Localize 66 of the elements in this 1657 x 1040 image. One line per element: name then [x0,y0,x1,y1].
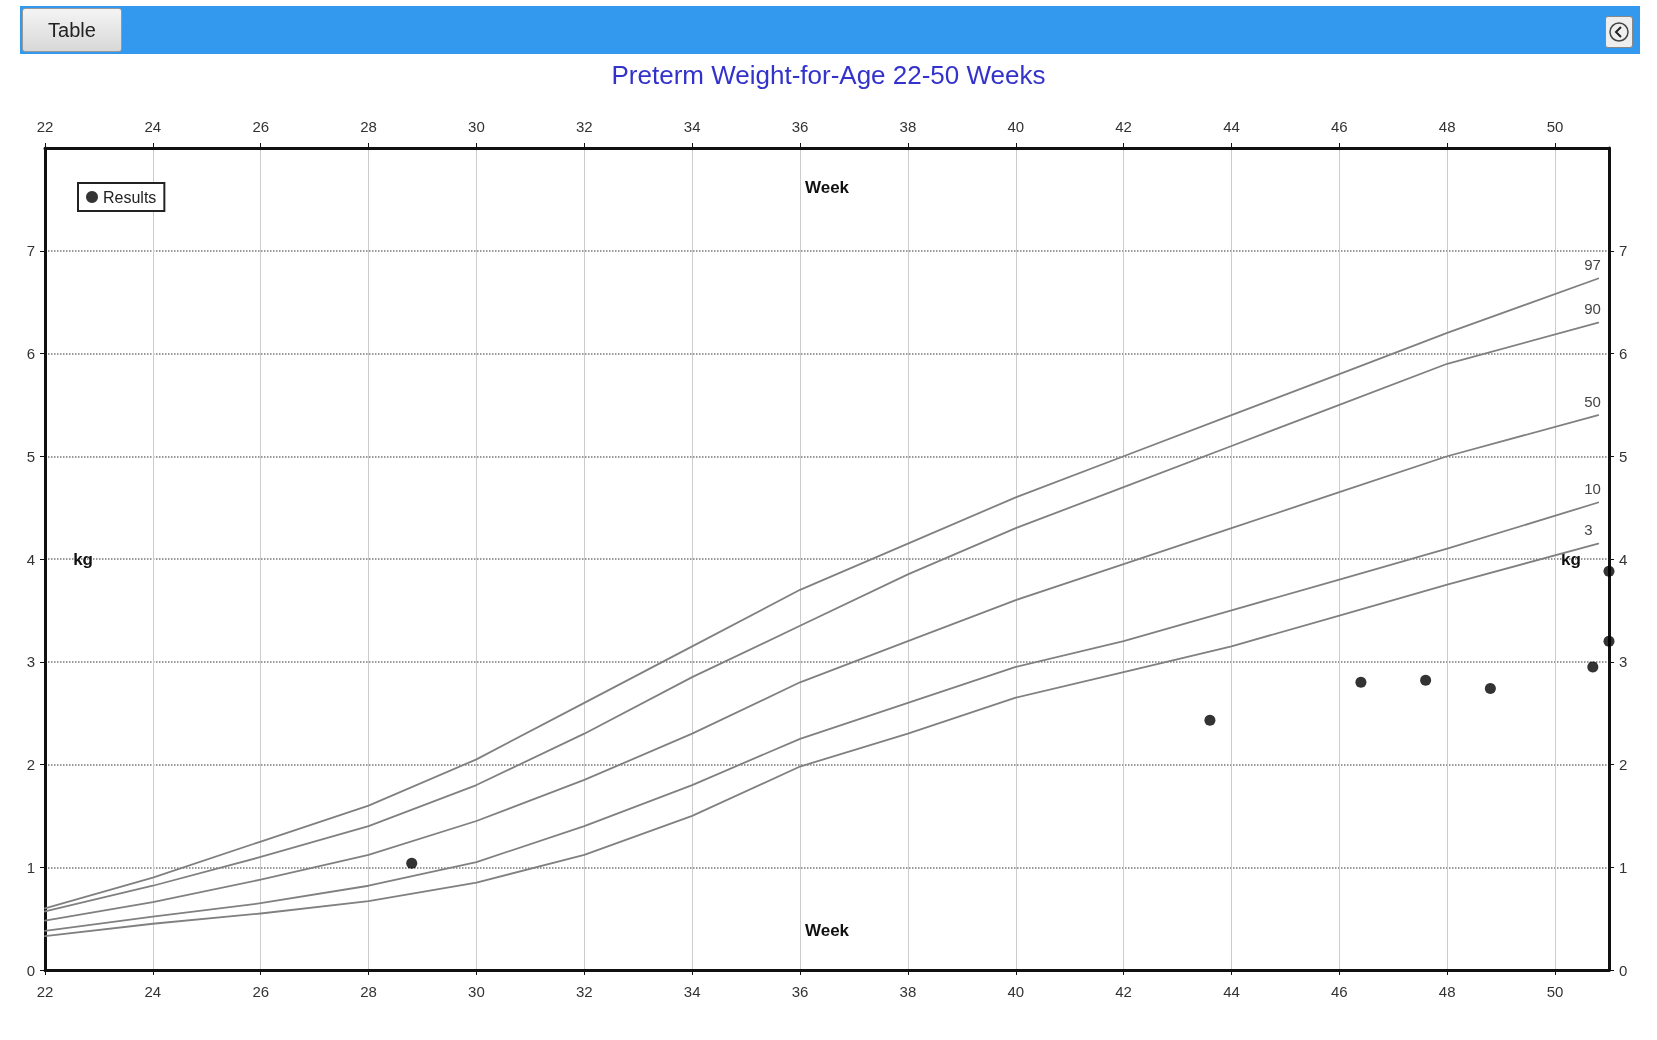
y2-tick-label: 7 [1619,242,1628,260]
x-tick-label: 24 [144,983,162,1000]
y2-tick-label: 3 [1619,653,1628,671]
series-label: 97 [1584,255,1601,273]
x-tick-label: 30 [468,983,485,1000]
x-axis-title: Week [804,921,850,940]
x2-tick-label: 42 [1115,118,1132,135]
y2-tick-label: 6 [1619,345,1628,362]
y-tick-label: 6 [26,345,35,362]
point [1587,661,1599,673]
x2-tick-label: 24 [144,118,162,135]
chart-title: Preterm Weight-for-Age 22-50 Weeks [611,60,1046,90]
series-label: 50 [1584,392,1601,410]
y2-tick-label: 1 [1619,858,1628,876]
y-tick-label: 3 [26,653,35,671]
x2-tick-label: 34 [683,118,701,135]
point [1603,635,1615,647]
x2-tick-label: 46 [1331,118,1348,135]
x-tick-label: 42 [1115,983,1132,1000]
x2-tick-label: 50 [1546,118,1564,135]
x-tick-label: 48 [1438,983,1456,1000]
text: Table [22,8,122,52]
x-tick-label: 26 [252,983,270,1000]
x2-tick-label: 28 [360,118,377,135]
x2-tick-label: 22 [36,118,54,135]
x2-tick-label: 30 [468,118,485,135]
x2-tick-label: 32 [575,118,593,135]
x2-tick-label: 36 [791,118,809,135]
legend-label: Results [103,188,157,206]
point [1484,682,1496,694]
y-tick-label: 0 [26,961,35,979]
x-tick-label: 36 [791,983,809,1000]
x2-axis-title: Week [804,178,850,197]
series-label: 3 [1584,521,1593,539]
point [1420,674,1432,686]
y2-tick-label: 0 [1619,961,1628,979]
x2-tick-label: 26 [252,118,270,135]
point [406,857,418,869]
y-axis-title: kg [73,549,93,569]
y2-tick-label: 5 [1619,447,1628,465]
point [1204,714,1216,726]
x2-tick-label: 44 [1223,118,1240,135]
point [1603,565,1615,577]
point [1355,676,1367,688]
x-tick-label: 38 [899,983,917,1000]
y-tick-label: 5 [26,447,35,465]
x2-tick-label: 40 [1007,118,1025,135]
series-label: 10 [1584,479,1601,497]
x-tick-label: 40 [1007,983,1025,1000]
x2-tick-label: 38 [899,118,917,135]
x-tick-label: 44 [1223,983,1240,1000]
x-tick-label: 34 [683,983,701,1000]
y-tick-label: 4 [26,550,35,568]
y2-tick-label: 4 [1619,550,1628,568]
series-label: 90 [1584,300,1601,318]
x-tick-label: 22 [36,983,54,1000]
x-tick-label: 28 [360,983,377,1000]
x-tick-label: 32 [575,983,593,1000]
x-tick-label: 46 [1331,983,1348,1000]
x-tick-label: 50 [1546,983,1564,1000]
y-tick-label: 7 [26,242,35,260]
y-tick-label: 1 [26,858,35,876]
x2-tick-label: 48 [1438,118,1456,135]
y-tick-label: 2 [26,756,35,773]
y2-axis-title: kg [1561,549,1581,569]
y2-tick-label: 2 [1619,756,1628,773]
